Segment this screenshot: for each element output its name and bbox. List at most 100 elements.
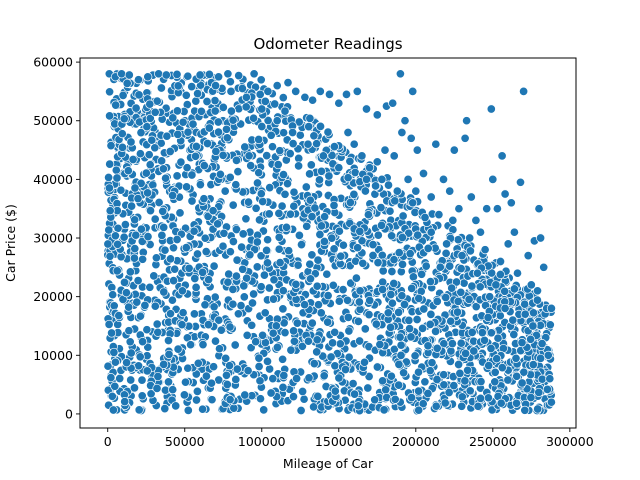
dense-point [282, 179, 293, 189]
scatter-point [434, 210, 444, 220]
dense-point [160, 245, 170, 255]
dense-point [413, 367, 424, 377]
dense-point [149, 271, 159, 281]
dense-point [528, 360, 538, 370]
dense-point [231, 180, 241, 190]
dense-point [285, 209, 296, 219]
dense-point [198, 267, 208, 277]
dense-point [133, 276, 143, 286]
dense-point [110, 381, 120, 391]
dense-point [168, 190, 178, 201]
dense-point [412, 314, 422, 325]
dense-point [509, 329, 519, 340]
dense-point [431, 401, 441, 411]
dense-scatter-layer [103, 69, 556, 416]
dense-point [259, 405, 269, 415]
dense-point [292, 318, 302, 328]
dense-point [305, 274, 316, 284]
dense-point [220, 186, 230, 196]
dense-point [285, 149, 295, 159]
dense-point [214, 344, 225, 354]
dense-point [278, 93, 288, 103]
dense-point [444, 387, 454, 398]
dense-point [316, 308, 326, 318]
dense-point [225, 172, 235, 182]
dense-point [211, 146, 221, 156]
dense-point [353, 243, 363, 253]
dense-point [305, 113, 315, 123]
dense-point [269, 275, 279, 285]
dense-point [163, 377, 174, 387]
scatter-point [546, 303, 556, 313]
dense-point [292, 373, 302, 384]
dense-point [191, 96, 201, 106]
dense-point [228, 299, 238, 309]
dense-point [312, 347, 322, 357]
dense-point [222, 379, 232, 390]
dense-point [289, 326, 299, 336]
scatter-point [506, 198, 516, 208]
dense-point [243, 366, 253, 376]
dense-point [196, 80, 206, 90]
scatter-point [214, 72, 224, 82]
dense-point [223, 277, 233, 287]
dense-point [221, 353, 231, 363]
scatter-point [445, 186, 455, 196]
dense-point [343, 173, 353, 183]
scatter-point [133, 75, 144, 85]
dense-point [334, 373, 344, 383]
y-tick-label: 20000 [33, 289, 73, 304]
dense-point [202, 96, 212, 107]
y-tick-label: 30000 [33, 231, 73, 246]
dense-point [195, 180, 205, 190]
dense-point [247, 320, 257, 330]
dense-point [496, 398, 506, 408]
dense-point [414, 293, 424, 303]
dense-point [268, 294, 279, 304]
dense-point [425, 366, 435, 376]
dense-point [280, 106, 290, 116]
dense-point [110, 231, 120, 241]
scatter-point [288, 127, 298, 138]
dense-point [175, 208, 185, 218]
scatter-point [303, 139, 313, 149]
dense-point [377, 250, 387, 260]
dense-point [158, 206, 168, 216]
scatter-point [534, 204, 544, 214]
dense-point [262, 258, 273, 268]
dense-point [465, 386, 475, 396]
dense-point [145, 282, 155, 292]
dense-point [534, 387, 544, 397]
dense-point [200, 300, 210, 310]
dense-point [305, 169, 315, 179]
dense-point [426, 309, 436, 319]
scatter-point [520, 309, 530, 319]
dense-point [108, 405, 118, 415]
dense-point [130, 215, 140, 225]
dense-point [293, 260, 303, 270]
dense-point [390, 394, 400, 404]
dense-point [196, 106, 206, 116]
scatter-point [457, 251, 467, 261]
scatter-point [372, 110, 382, 120]
scatter-point [485, 292, 495, 302]
dense-point [265, 364, 275, 374]
dense-point [133, 194, 143, 204]
dense-point [419, 304, 429, 314]
dense-point [353, 401, 363, 411]
dense-point [286, 345, 296, 355]
dense-point [396, 350, 406, 360]
dense-point [279, 128, 289, 138]
dense-point [215, 169, 225, 179]
dense-point [138, 254, 148, 264]
dense-point [172, 106, 182, 116]
dense-point [228, 200, 238, 210]
scatter-point [283, 78, 293, 88]
scatter-point [546, 397, 556, 407]
scatter-point [426, 227, 436, 237]
dense-point [447, 283, 457, 293]
dense-point [193, 358, 203, 368]
dense-point [495, 269, 505, 280]
dense-point [335, 339, 345, 349]
dense-point [258, 196, 268, 207]
